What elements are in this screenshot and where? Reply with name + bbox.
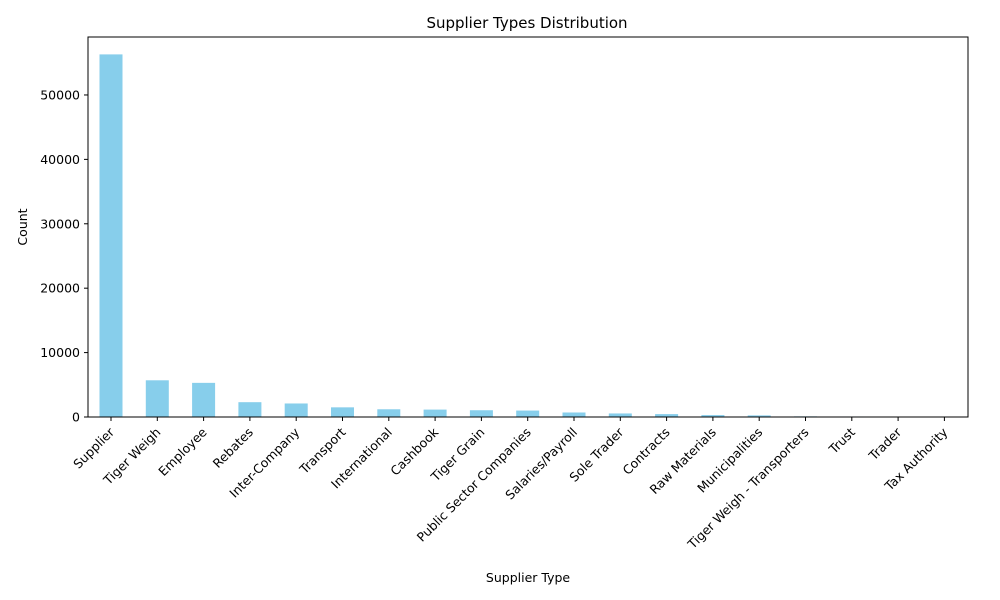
x-axis-label: Supplier Type (486, 570, 570, 585)
y-tick-label: 20000 (40, 281, 80, 296)
bar-rebates (238, 402, 262, 417)
bar-municipalities (747, 415, 771, 417)
bar-supplier (99, 54, 123, 417)
x-tick-label: Employee (155, 424, 210, 479)
bar-cashbook (423, 409, 447, 417)
bar-raw-materials (701, 415, 725, 417)
y-tick-label: 50000 (40, 87, 80, 102)
bar-salaries-payroll (562, 412, 586, 417)
bar-public-sector-companies (516, 410, 540, 417)
x-tick-label: Supplier (70, 424, 118, 472)
x-tick-label: Trader (865, 424, 905, 464)
bar-inter-company (284, 403, 308, 417)
bar-tiger-grain (469, 410, 493, 417)
plot-frame (87, 36, 969, 418)
y-tick-label: 30000 (40, 216, 80, 231)
bar-contracts (655, 414, 679, 417)
x-tick-label: Trust (825, 424, 858, 457)
y-axis-label: Count (15, 208, 30, 245)
y-tick-label: 40000 (40, 152, 80, 167)
y-axis: 0 10000 20000 30000 40000 50000 (40, 87, 88, 425)
bar-international (377, 409, 401, 417)
bar-tiger-weigh (145, 380, 169, 417)
bar-sole-trader (608, 413, 632, 417)
bar-transport (331, 407, 354, 417)
bars-group (99, 54, 956, 417)
x-tick-label: Rebates (210, 425, 256, 471)
chart-title: Supplier Types Distribution (426, 14, 627, 32)
y-tick-label: 10000 (40, 345, 80, 360)
bar-employee (192, 382, 216, 417)
y-tick-label: 0 (72, 410, 80, 425)
